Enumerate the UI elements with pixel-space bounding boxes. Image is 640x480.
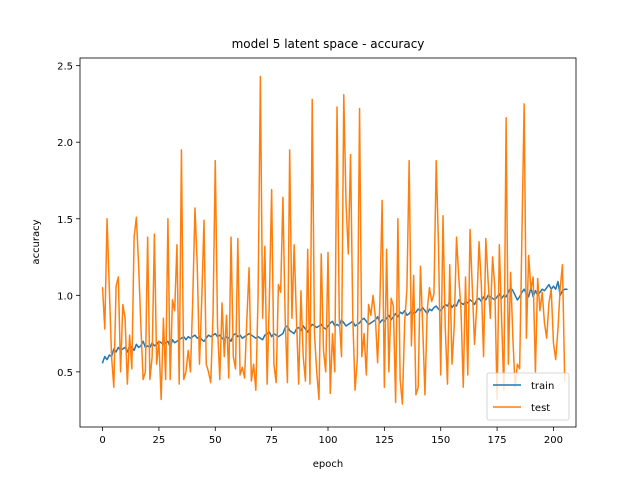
x-tick-label: 75 <box>265 435 278 446</box>
y-tick-label: 2.5 <box>57 62 73 73</box>
chart-title: model 5 latent space - accuracy <box>232 37 425 51</box>
x-tick-label: 100 <box>318 435 337 446</box>
x-tick-label: 50 <box>209 435 222 446</box>
legend-label-train: train <box>531 381 554 392</box>
x-tick-label: 150 <box>431 435 450 446</box>
series-layer <box>101 75 568 405</box>
legend-label-test: test <box>531 403 550 414</box>
series-line-test <box>101 75 566 405</box>
y-tick-label: 0.5 <box>57 368 73 379</box>
legend: train test <box>486 372 570 421</box>
x-tick-label: 200 <box>544 435 563 446</box>
legend-frame <box>486 372 570 421</box>
x-axis-label: epoch <box>313 459 343 470</box>
plot-area <box>79 57 577 428</box>
y-tick-label: 1.5 <box>57 215 73 226</box>
x-axis: 0 25 50 75 100 125 150 175 200 <box>99 427 563 446</box>
x-tick-label: 0 <box>99 435 105 446</box>
x-tick-label: 175 <box>488 435 507 446</box>
y-axis-label: accuracy <box>31 219 42 264</box>
y-tick-label: 1.0 <box>57 291 73 302</box>
y-tick-label: 2.0 <box>57 138 73 149</box>
y-axis: 0.5 1.0 1.5 2.0 2.5 <box>57 62 80 379</box>
x-tick-label: 25 <box>153 435 166 446</box>
x-tick-label: 125 <box>375 435 394 446</box>
